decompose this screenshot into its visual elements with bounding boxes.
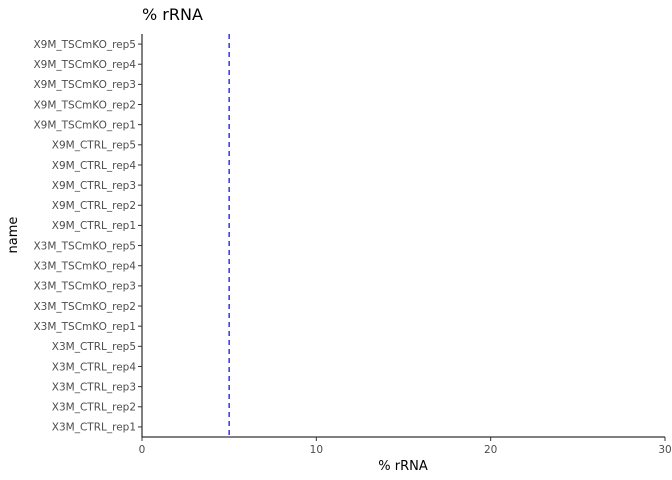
y-tick-label: X9M_TSCmKO_rep4 [33,59,136,71]
x-axis: 0 10 20 30 [139,436,672,456]
x-tick-label: 10 [310,444,323,456]
y-tick-label: X3M_CTRL_rep3 [52,381,136,393]
y-tick-label: X3M_CTRL_rep4 [52,361,137,373]
y-tick-label: X9M_TSCmKO_rep3 [33,79,136,91]
y-tick-label: X9M_TSCmKO_rep5 [33,39,136,51]
y-tick-label: X9M_CTRL_rep3 [52,180,136,192]
chart-title: % rRNA [142,5,203,24]
y-tick-label: X9M_CTRL_rep1 [52,220,136,232]
y-tick-label: X9M_TSCmKO_rep2 [33,99,136,111]
y-tick-label: X9M_CTRL_rep4 [52,160,137,172]
x-tick-label: 30 [658,444,671,456]
y-tick-label: X3M_CTRL_rep5 [52,341,136,353]
y-tick-label: X3M_TSCmKO_rep5 [33,240,136,252]
y-tick-label: X3M_TSCmKO_rep2 [33,301,136,313]
y-tick-label: X3M_CTRL_rep1 [52,422,136,434]
y-tick-label: X3M_TSCmKO_rep3 [33,281,136,293]
y-tick-label: X3M_CTRL_rep2 [52,402,136,414]
y-axis-title: name [6,217,21,254]
y-tick-label: X9M_CTRL_rep2 [52,200,136,212]
x-tick-label: 0 [139,444,146,456]
y-tick-label: X3M_TSCmKO_rep4 [33,261,136,273]
y-tick-label: X9M_CTRL_rep5 [52,140,136,152]
y-axis: X3M_CTRL_rep1 X3M_CTRL_rep2 X3M_CTRL_rep3 X… [33,34,143,437]
y-tick-label: X9M_TSCmKO_rep1 [33,119,136,131]
x-tick-label: 20 [484,444,497,456]
y-tick-label: X3M_TSCmKO_rep1 [33,321,136,333]
x-axis-title: % rRNA [378,459,428,474]
